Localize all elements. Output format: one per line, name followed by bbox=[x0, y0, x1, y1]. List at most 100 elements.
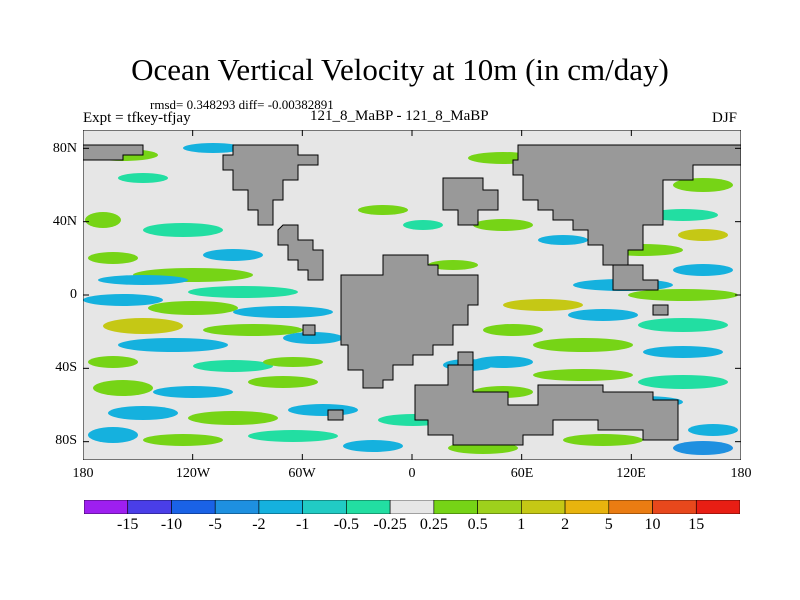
land-north-america bbox=[277, 224, 324, 281]
velocity-contour-patch bbox=[638, 318, 728, 332]
velocity-contour-patch bbox=[538, 235, 588, 245]
velocity-contour-patch bbox=[203, 249, 263, 261]
velocity-contour-patch bbox=[98, 275, 188, 285]
velocity-contour-patch bbox=[673, 178, 733, 192]
land-south-america bbox=[340, 254, 479, 389]
lat-label-80n: 80N bbox=[52, 141, 77, 156]
lon-label-120w: 120W bbox=[175, 466, 211, 481]
velocity-contour-patch bbox=[118, 338, 228, 352]
season-label: DJF bbox=[712, 110, 738, 126]
velocity-contour-patch bbox=[428, 260, 478, 270]
experiment-label: Expt = tfkey-tfjay bbox=[83, 110, 191, 126]
land-mask bbox=[83, 144, 741, 446]
velocity-contour-patch bbox=[688, 424, 738, 436]
velocity-contour-patch bbox=[183, 143, 243, 153]
velocity-contour-patch bbox=[638, 375, 728, 389]
velocity-contour-patch bbox=[503, 299, 583, 311]
velocity-contour-patch bbox=[643, 346, 723, 358]
colorbar-segment bbox=[608, 500, 653, 514]
land-scandinavia bbox=[442, 177, 499, 226]
velocity-contour-patch bbox=[93, 380, 153, 396]
velocity-contour-patch bbox=[343, 440, 403, 452]
velocity-contour-patch bbox=[248, 376, 318, 388]
velocity-contour-patch bbox=[118, 173, 168, 183]
velocity-contour-patch bbox=[143, 434, 223, 446]
colorbar-segment bbox=[258, 500, 303, 514]
velocity-contour-patch bbox=[108, 406, 178, 420]
colorbar-label: -2 bbox=[252, 516, 266, 533]
velocity-contour-patch bbox=[143, 223, 223, 237]
velocity-contour-patch bbox=[563, 434, 643, 446]
velocity-contour-patch bbox=[88, 356, 138, 368]
colorbar-segment bbox=[652, 500, 697, 514]
lon-label-60e: 60E bbox=[510, 466, 534, 481]
colorbar-segment bbox=[477, 500, 522, 514]
colorbar-label: 5 bbox=[604, 516, 613, 533]
land-europe-asia bbox=[512, 144, 741, 266]
colorbar-label: -10 bbox=[160, 516, 183, 533]
velocity-contour-patch bbox=[88, 252, 138, 264]
velocity-contour-patch bbox=[358, 205, 408, 215]
lat-label-40s: 40S bbox=[55, 360, 77, 375]
velocity-contour-patch bbox=[83, 294, 163, 306]
colorbar-label: 15 bbox=[688, 516, 705, 533]
land-antarctica bbox=[414, 364, 679, 446]
velocity-contour-patch bbox=[403, 220, 443, 230]
colorbar-label: 10 bbox=[644, 516, 661, 533]
map-panel bbox=[83, 130, 741, 460]
land-islands-2 bbox=[327, 409, 344, 421]
colorbar-label: 1 bbox=[517, 516, 526, 533]
lat-label-80s: 80S bbox=[55, 433, 77, 448]
plot-title: Ocean Vertical Velocity at 10m (in cm/da… bbox=[131, 52, 669, 87]
land-australia-like bbox=[612, 264, 659, 291]
colorbar-label: -1 bbox=[296, 516, 310, 533]
velocity-contour-patch bbox=[673, 264, 733, 276]
rmsd-diff-stats: rmsd= 0.348293 diff= -0.00382891 bbox=[150, 97, 334, 112]
velocity-contour-patch bbox=[533, 369, 633, 381]
colorbar-segment bbox=[84, 500, 129, 514]
lon-label-180w: 180 bbox=[72, 466, 94, 481]
colorbar bbox=[84, 500, 740, 514]
velocity-contour-patch bbox=[673, 441, 733, 455]
subtitle: 121_8_MaBP - 121_8_MaBP bbox=[310, 108, 489, 124]
colorbar-segment bbox=[214, 500, 260, 514]
colorbar-segment bbox=[521, 500, 566, 514]
velocity-contour-patch bbox=[283, 332, 343, 344]
colorbar-segment bbox=[346, 500, 391, 514]
colorbar-label: -0.5 bbox=[333, 516, 360, 533]
velocity-contour-patch bbox=[88, 427, 138, 443]
colorbar-label: 0.5 bbox=[467, 516, 488, 533]
colorbar-label: 2 bbox=[561, 516, 570, 533]
lat-label-equator: 0 bbox=[70, 287, 77, 302]
velocity-contour-patch bbox=[568, 309, 638, 321]
colorbar-segment bbox=[564, 500, 610, 514]
velocity-contour-patch bbox=[628, 289, 738, 301]
lon-label-60w: 60W bbox=[288, 466, 316, 481]
colorbar-segment bbox=[302, 500, 347, 514]
velocity-contour-patch bbox=[263, 357, 323, 367]
velocity-contour-patch bbox=[533, 338, 633, 352]
velocity-contour-patch bbox=[188, 411, 278, 425]
colorbar-label: -0.25 bbox=[373, 516, 407, 533]
lon-label-180e: 180 bbox=[730, 466, 752, 481]
velocity-contour-patch bbox=[85, 212, 121, 228]
velocity-contour-patch bbox=[288, 404, 358, 416]
lat-label-40n: 40N bbox=[52, 214, 77, 229]
colorbar-segment bbox=[433, 500, 478, 514]
colorbar-label: 0.25 bbox=[419, 516, 448, 533]
velocity-contour-patch bbox=[248, 430, 338, 442]
velocity-contour-patch bbox=[483, 324, 543, 336]
velocity-contour-patch bbox=[103, 318, 183, 334]
colorbar-label: -15 bbox=[117, 516, 139, 533]
velocity-contour-patch bbox=[203, 324, 303, 336]
velocity-contour-patch bbox=[678, 229, 728, 241]
velocity-contour-patch bbox=[153, 386, 233, 398]
velocity-contour-patch bbox=[193, 360, 273, 372]
lon-label-0: 0 bbox=[408, 466, 416, 481]
velocity-contour-patch bbox=[473, 219, 533, 231]
colorbar-segment bbox=[695, 500, 740, 514]
colorbar-segment bbox=[127, 500, 172, 514]
land-north-america-arctic bbox=[83, 144, 144, 161]
map-ticks bbox=[83, 130, 741, 460]
land-islands-1 bbox=[302, 324, 316, 336]
